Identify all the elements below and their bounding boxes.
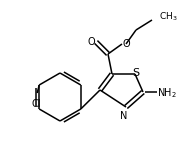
Text: CH$_3$: CH$_3$ <box>159 11 178 23</box>
Text: O: O <box>122 39 130 49</box>
Text: NH$_2$: NH$_2$ <box>157 86 177 100</box>
Text: Cl: Cl <box>32 99 41 109</box>
Text: N: N <box>120 111 128 121</box>
Text: S: S <box>132 68 140 78</box>
Text: O: O <box>87 37 95 47</box>
